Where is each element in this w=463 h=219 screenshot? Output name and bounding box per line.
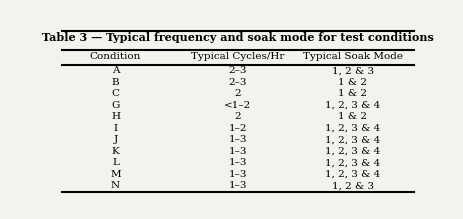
Text: Typical Soak Mode: Typical Soak Mode — [302, 52, 402, 61]
Text: M: M — [110, 170, 120, 179]
Text: G: G — [111, 101, 119, 110]
Text: 1, 2, 3 & 4: 1, 2, 3 & 4 — [325, 170, 380, 179]
Text: 2–3: 2–3 — [228, 66, 246, 75]
Text: Table 3 — Typical frequency and soak mode for test conditions: Table 3 — Typical frequency and soak mod… — [42, 32, 433, 43]
Text: H: H — [111, 112, 120, 121]
Text: C: C — [111, 89, 119, 98]
Text: 1, 2, 3 & 4: 1, 2, 3 & 4 — [325, 135, 380, 144]
Text: 2–3: 2–3 — [228, 78, 246, 87]
Text: 1–3: 1–3 — [228, 147, 246, 156]
Text: 1–3: 1–3 — [228, 158, 246, 167]
Text: A: A — [112, 66, 119, 75]
Text: 2: 2 — [234, 89, 241, 98]
Text: N: N — [111, 181, 120, 190]
Text: Typical Cycles/Hr: Typical Cycles/Hr — [191, 52, 284, 61]
Text: 1, 2, 3 & 4: 1, 2, 3 & 4 — [325, 124, 380, 133]
Text: 1, 2, 3 & 4: 1, 2, 3 & 4 — [325, 101, 380, 110]
Text: <1–2: <1–2 — [224, 101, 251, 110]
Text: 1, 2, 3 & 4: 1, 2, 3 & 4 — [325, 158, 380, 167]
Text: J: J — [113, 135, 118, 144]
Text: 1–3: 1–3 — [228, 135, 246, 144]
Text: Condition: Condition — [90, 52, 141, 61]
Text: 1–3: 1–3 — [228, 181, 246, 190]
Text: 1 & 2: 1 & 2 — [338, 89, 367, 98]
Text: 1 & 2: 1 & 2 — [338, 78, 367, 87]
Text: L: L — [112, 158, 119, 167]
Text: I: I — [113, 124, 117, 133]
Text: 1, 2 & 3: 1, 2 & 3 — [331, 181, 373, 190]
Text: B: B — [112, 78, 119, 87]
Text: 1, 2 & 3: 1, 2 & 3 — [331, 66, 373, 75]
Text: 2: 2 — [234, 112, 241, 121]
Text: K: K — [112, 147, 119, 156]
Text: 1–3: 1–3 — [228, 170, 246, 179]
Text: 1, 2, 3 & 4: 1, 2, 3 & 4 — [325, 147, 380, 156]
Text: 1–2: 1–2 — [228, 124, 246, 133]
Text: 1 & 2: 1 & 2 — [338, 112, 367, 121]
